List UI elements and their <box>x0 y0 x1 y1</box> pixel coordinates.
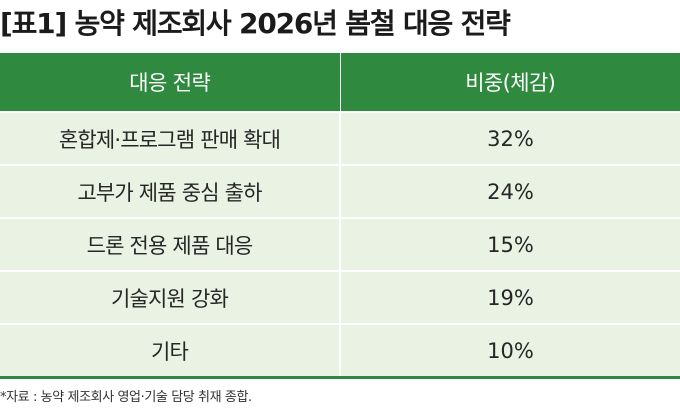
table-title: [표1] 농약 제조회사 2026년 봄철 대응 전략 <box>0 7 511 40</box>
column-header-strategy: 대응 전략 <box>0 53 341 112</box>
table-row: 기타 10% <box>0 323 680 379</box>
column-header-share: 비중(체감) <box>340 53 680 112</box>
source-note: *자료 : 농약 제조회사 영업·기술 담당 취재 종합. <box>0 390 252 405</box>
share-cell: 24% <box>340 164 680 218</box>
table-row: 기술지원 강화 19% <box>0 270 680 324</box>
strategy-cell: 기타 <box>0 323 341 379</box>
table-row: 혼합제·프로그램 판매 확대 32% <box>0 111 680 165</box>
strategy-cell: 드론 전용 제품 대응 <box>0 217 341 271</box>
strategy-cell: 기술지원 강화 <box>0 270 341 324</box>
share-cell: 10% <box>340 323 680 379</box>
strategy-table: 대응 전략 비중(체감) 혼합제·프로그램 판매 확대 32% 고부가 제품 중… <box>0 53 680 379</box>
strategy-cell: 혼합제·프로그램 판매 확대 <box>0 111 341 165</box>
table-row: 드론 전용 제품 대응 15% <box>0 217 680 271</box>
share-cell: 32% <box>340 111 680 165</box>
share-cell: 15% <box>340 217 680 271</box>
table-header-row: 대응 전략 비중(체감) <box>0 53 680 112</box>
share-cell: 19% <box>340 270 680 324</box>
strategy-cell: 고부가 제품 중심 출하 <box>0 164 341 218</box>
table-row: 고부가 제품 중심 출하 24% <box>0 164 680 218</box>
